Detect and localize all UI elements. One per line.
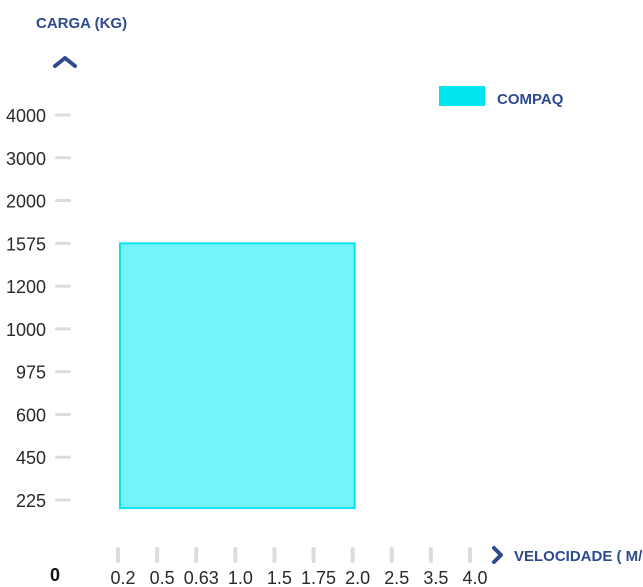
x-tick-mark (233, 547, 238, 563)
x-tick-mark (155, 547, 160, 563)
y-tick-mark (55, 412, 71, 416)
chevron-up-icon (53, 56, 77, 68)
y-tick-mark (55, 284, 71, 288)
y-tick-mark (55, 156, 71, 160)
y-tick-label: 225 (16, 491, 46, 511)
origin-label: 0 (50, 565, 60, 585)
legend-swatch-compaq (439, 86, 485, 106)
x-tick-mark (194, 547, 199, 563)
x-tick-label: 1.0 (228, 568, 253, 587)
x-tick-mark (272, 547, 277, 563)
y-tick-mark (55, 370, 71, 374)
y-tick-label: 450 (16, 448, 46, 468)
x-tick-label: 3.5 (423, 568, 448, 587)
y-tick-mark (55, 113, 71, 117)
y-tick-label: 1575 (6, 234, 46, 254)
x-tick-mark (428, 547, 433, 563)
legend-label-compaq: COMPAQ (497, 91, 564, 108)
y-tick-label: 3000 (6, 149, 46, 169)
y-tick-label: 2000 (6, 192, 46, 212)
x-tick-label: 2.5 (384, 568, 409, 587)
x-axis-title: VELOCIDADE ( M/S ) (514, 548, 643, 565)
x-tick-mark (350, 547, 355, 563)
x-tick-mark (116, 547, 120, 563)
y-tick-mark (55, 498, 71, 502)
x-tick-mark (389, 547, 394, 563)
x-tick-label: 4.0 (462, 568, 487, 587)
y-tick-mark (55, 455, 71, 459)
y-tick-label: 1000 (6, 320, 46, 340)
x-tick-label: 0.63 (184, 568, 219, 587)
y-tick-label: 975 (16, 363, 46, 383)
x-tick-label: 1.5 (267, 568, 292, 587)
y-tick-label: 4000 (6, 106, 46, 126)
x-tick-mark (311, 547, 316, 563)
x-tick-label: 2.0 (345, 568, 370, 587)
x-tick-label: 0.5 (150, 568, 175, 587)
y-tick-mark (55, 241, 71, 245)
y-tick-mark (55, 199, 71, 203)
bar-compaq (119, 242, 356, 509)
x-tick-label: 1.75 (301, 568, 336, 587)
chevron-right-icon (492, 546, 503, 564)
x-tick-mark (468, 547, 472, 563)
y-tick-mark (55, 327, 71, 331)
y-tick-label: 1200 (6, 277, 46, 297)
x-tick-label: 0.2 (110, 568, 135, 587)
y-axis-title: CARGA (KG) (36, 15, 127, 32)
y-tick-label: 600 (16, 405, 46, 425)
